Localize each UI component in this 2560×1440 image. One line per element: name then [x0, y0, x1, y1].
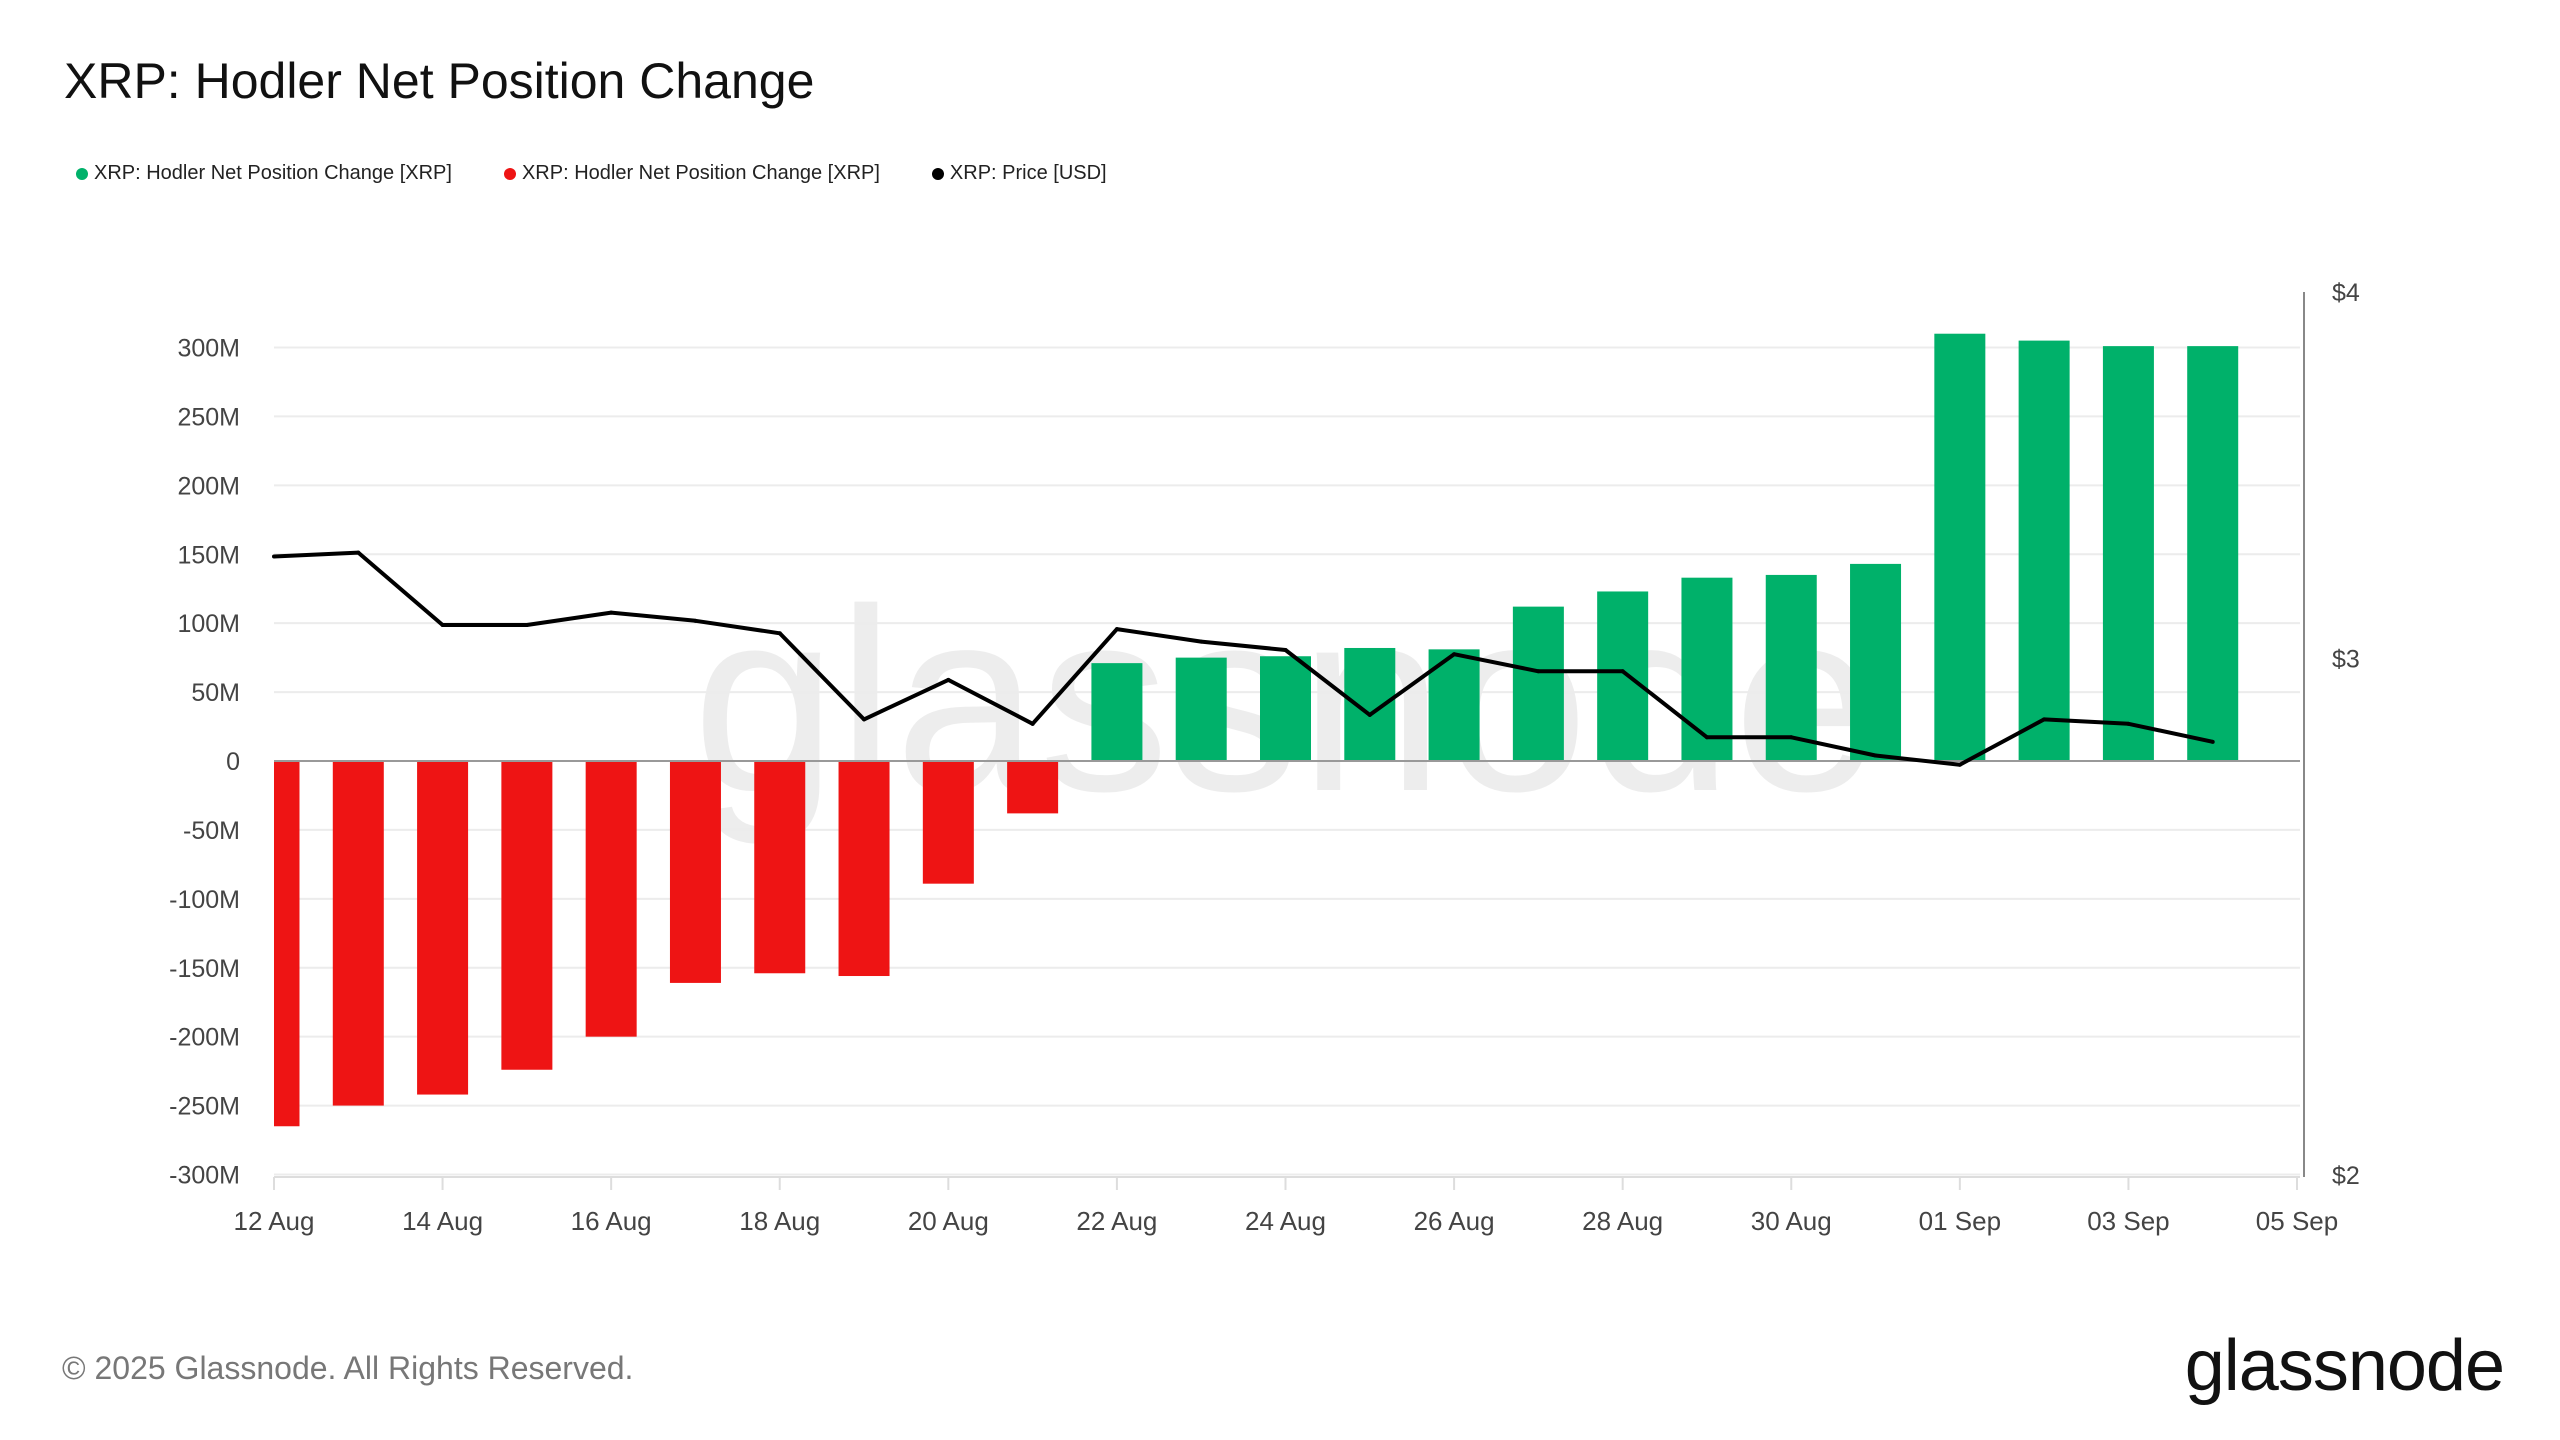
price-point	[2042, 717, 2047, 722]
y-tick-label: -250M	[169, 1093, 240, 1121]
x-tick-label: 03 Sep	[2087, 1206, 2169, 1236]
price-point	[2126, 721, 2131, 726]
price-point	[693, 618, 698, 623]
bar-13-aug	[332, 761, 384, 1106]
x-tick-label: 22 Aug	[1076, 1206, 1157, 1236]
x-tick-label: 05 Sep	[2256, 1206, 2338, 1236]
bar-27-aug	[1512, 606, 1564, 761]
glassnode-logo: glassnode	[2184, 1326, 2505, 1406]
price-point	[862, 717, 867, 722]
bar-20-aug	[922, 761, 974, 884]
x-tick-label: 18 Aug	[739, 1206, 820, 1236]
bar-23-aug	[1175, 657, 1227, 761]
bar-16-aug	[585, 761, 637, 1037]
x-tick-label: 28 Aug	[1582, 1206, 1663, 1236]
y-tick-label: 250M	[177, 403, 240, 431]
x-tick-label: 30 Aug	[1751, 1206, 1832, 1236]
bar-22-aug	[1091, 663, 1143, 761]
y-tick-label: 0	[226, 748, 240, 776]
price-point	[1030, 721, 1035, 726]
x-tick-label: 26 Aug	[1414, 1206, 1495, 1236]
y-tick-label: -200M	[169, 1024, 240, 1052]
bar-01-sep	[1934, 333, 1986, 761]
x-tick-label: 24 Aug	[1245, 1206, 1326, 1236]
bar-02-sep	[2018, 340, 2070, 761]
y-tick-label: -50M	[183, 817, 240, 845]
bar-29-aug	[1681, 577, 1733, 761]
price-point	[1114, 627, 1119, 632]
price-point	[440, 622, 445, 627]
price-point	[356, 550, 361, 555]
bar-28-aug	[1597, 591, 1649, 761]
legend-item-price[interactable]: XRP: Price [USD]	[931, 162, 1107, 185]
price-point	[1620, 669, 1625, 674]
legend-label: XRP: Hodler Net Position Change [XRP]	[521, 162, 880, 184]
price-point	[1704, 735, 1709, 740]
bars	[274, 333, 2239, 1127]
y-tick-label: -300M	[169, 1162, 240, 1190]
bar-12-aug	[274, 761, 300, 1127]
legend-dot-red	[503, 167, 516, 180]
legend-dot-black	[931, 167, 944, 180]
bar-18-aug	[754, 761, 806, 974]
y-tick-label: -100M	[169, 886, 240, 914]
right-tick-label: $3	[2332, 645, 2360, 673]
bar-03-sep	[2102, 346, 2154, 761]
x-tick-label: 12 Aug	[234, 1206, 315, 1236]
legend-dot-green	[76, 167, 88, 180]
chart-title: XRP: Hodler Net Position Change	[64, 53, 815, 109]
bar-15-aug	[501, 761, 553, 1070]
right-tick-label: $2	[2332, 1162, 2360, 1190]
price-point	[1789, 735, 1794, 740]
bar-31-aug	[1850, 563, 1902, 761]
price-point	[2210, 739, 2215, 744]
y-tick-label: 200M	[177, 472, 240, 500]
price-point	[1283, 648, 1288, 653]
y-tick-label: 100M	[177, 610, 240, 638]
price-point	[1536, 669, 1541, 674]
price-point	[272, 554, 276, 559]
y-tick-label: 150M	[177, 541, 240, 569]
price-point	[946, 677, 951, 682]
price-line-path	[273, 550, 2214, 767]
bar-24-aug	[1260, 656, 1311, 761]
x-tick-label: 01 Sep	[1919, 1206, 2001, 1236]
axes: 300M 250M 200M 150M 100M 50M 0 -50M -100M -150M -2…	[169, 279, 2360, 1236]
copyright: © 2025 Glassnode. All Rights Reserved.	[62, 1350, 634, 1386]
price-line	[272, 550, 2215, 767]
bar-04-sep	[2187, 346, 2239, 761]
legend-item-positive[interactable]: XRP: Hodler Net Position Change [XRP]	[76, 162, 452, 185]
price-point	[1452, 652, 1457, 657]
legend: XRP: Hodler Net Position Change [XRP] XR…	[76, 162, 1107, 185]
bar-19-aug	[838, 761, 890, 977]
x-tick-label: 16 Aug	[571, 1206, 652, 1236]
bar-21-aug	[1007, 761, 1059, 814]
x-tick-label: 14 Aug	[402, 1206, 483, 1236]
right-tick-label: $4	[2332, 279, 2360, 307]
legend-label: XRP: Hodler Net Position Change [XRP]	[94, 162, 452, 184]
bar-17-aug	[669, 761, 721, 983]
price-point	[1199, 639, 1204, 644]
y-tick-label: -150M	[169, 955, 240, 983]
bar-14-aug	[417, 761, 469, 1095]
x-tick-label: 20 Aug	[908, 1206, 989, 1236]
y-tick-label: 50M	[191, 679, 240, 707]
y-tick-label: 300M	[177, 335, 240, 363]
price-point	[1367, 712, 1372, 717]
bar-30-aug	[1765, 574, 1817, 761]
price-point	[609, 610, 614, 615]
price-point	[777, 631, 782, 636]
price-point	[524, 622, 529, 627]
price-point	[1957, 762, 1962, 767]
price-point	[1873, 753, 1878, 758]
legend-label: XRP: Price [USD]	[949, 162, 1107, 184]
legend-item-negative[interactable]: XRP: Hodler Net Position Change [XRP]	[503, 162, 880, 185]
